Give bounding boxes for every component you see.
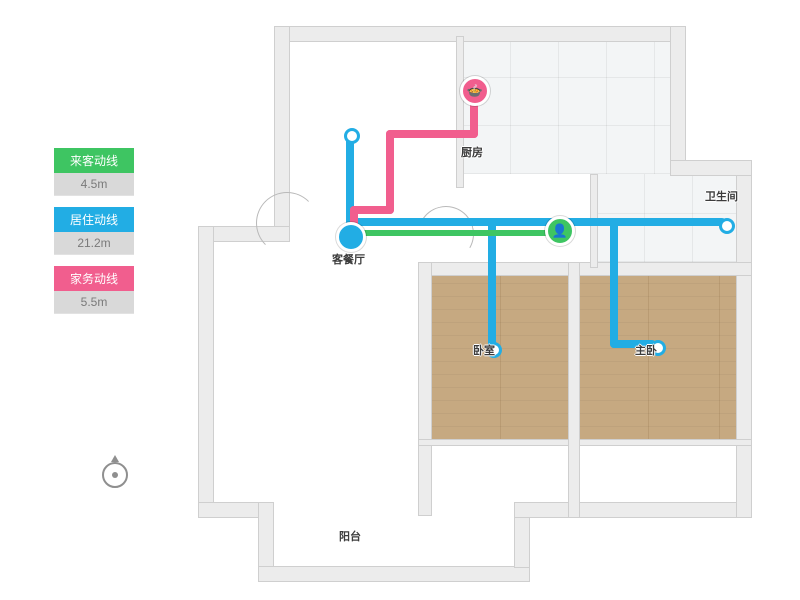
living-route	[346, 218, 726, 226]
wall	[274, 26, 686, 42]
legend-living-value: 21.2m	[54, 232, 134, 254]
wall	[670, 26, 686, 176]
floor-plan: 🍲 👤 厨房卫生间客餐厅卧室 主卧阳台	[198, 26, 752, 581]
living-route	[610, 218, 618, 348]
wall	[258, 566, 530, 582]
route-marker	[336, 222, 366, 252]
legend: 来客动线 4.5m 居住动线 21.2m 家务动线 5.5m	[54, 148, 134, 325]
room-label: 卫生间	[705, 188, 738, 204]
wall	[418, 262, 432, 516]
room	[212, 240, 274, 502]
legend-chore: 家务动线 5.5m	[54, 266, 134, 313]
wall	[568, 262, 580, 518]
room-label: 阳台	[339, 528, 361, 544]
room	[462, 40, 670, 174]
room-label: 主卧	[635, 342, 657, 358]
chore-route	[386, 130, 478, 138]
legend-guest: 来客动线 4.5m	[54, 148, 134, 195]
route-marker: 🍲	[460, 76, 490, 106]
room	[578, 274, 736, 439]
route-marker: 👤	[545, 216, 575, 246]
wall	[670, 160, 752, 176]
room	[288, 40, 418, 500]
compass-icon	[100, 462, 130, 492]
room-label: 厨房	[461, 144, 483, 160]
legend-chore-value: 5.5m	[54, 291, 134, 313]
wall	[736, 160, 752, 518]
wall	[418, 439, 752, 446]
legend-chore-label: 家务动线	[54, 266, 134, 291]
wall	[456, 36, 464, 188]
living-route	[488, 218, 496, 348]
room	[430, 274, 568, 439]
wall	[418, 262, 752, 276]
route-node	[719, 218, 735, 234]
room-label: 卧室	[473, 342, 495, 358]
wall	[514, 502, 752, 518]
route-node	[344, 128, 360, 144]
guest-route	[350, 230, 556, 236]
legend-living-label: 居住动线	[54, 207, 134, 232]
legend-guest-value: 4.5m	[54, 173, 134, 195]
wall	[198, 226, 214, 518]
room-label: 客餐厅	[332, 251, 365, 267]
legend-guest-label: 来客动线	[54, 148, 134, 173]
wall	[258, 502, 274, 568]
chore-route	[386, 130, 394, 214]
legend-living: 居住动线 21.2m	[54, 207, 134, 254]
door-arc	[256, 192, 318, 254]
room	[272, 516, 514, 566]
